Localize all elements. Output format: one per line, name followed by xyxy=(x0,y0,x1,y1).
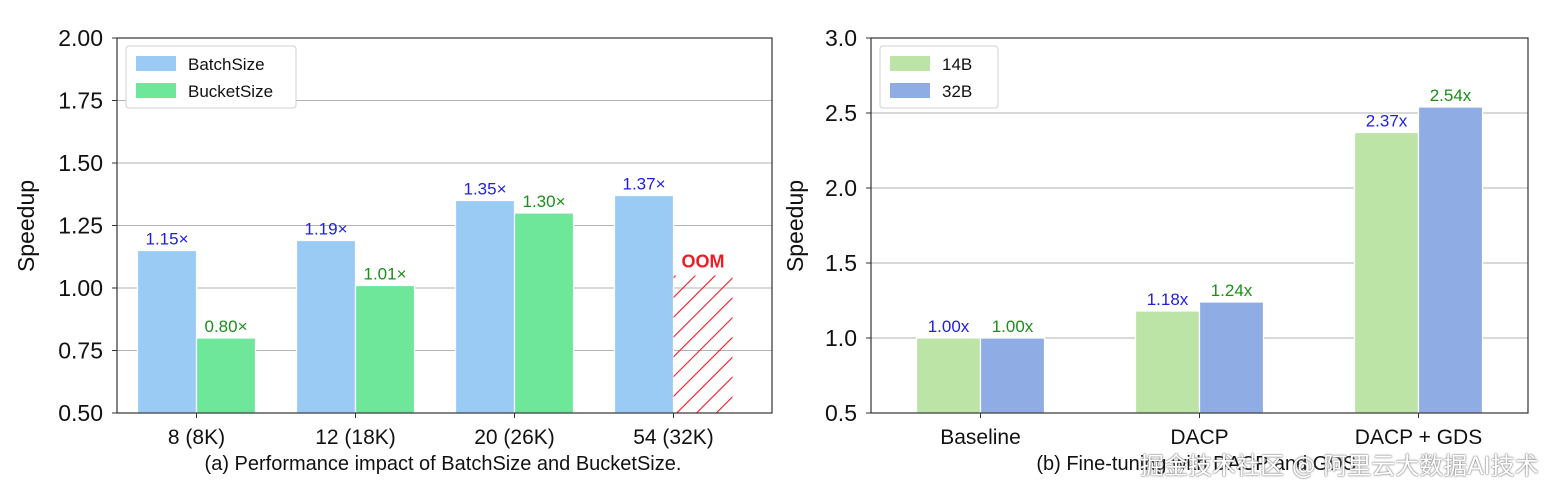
chart-caption: (b) Fine-tuning with DACP and GDS. xyxy=(1036,453,1361,475)
bar xyxy=(136,249,198,414)
y-tick-label: 1.0 xyxy=(825,325,857,351)
legend-label: BatchSize xyxy=(188,55,265,74)
bar-value-label: 1.00x xyxy=(928,317,970,336)
bar xyxy=(1353,131,1420,414)
bar-value-label: 1.24x xyxy=(1211,281,1253,300)
bar xyxy=(513,212,575,414)
bar-value-label: 1.00x xyxy=(992,317,1034,336)
bar-value-label: 2.37x xyxy=(1366,112,1408,131)
y-tick-label: 0.50 xyxy=(58,400,103,426)
x-tick-label: Baseline xyxy=(940,426,1021,449)
legend-swatch xyxy=(136,83,176,98)
y-tick-label: 0.75 xyxy=(58,338,103,364)
oom-hatch-bar xyxy=(673,275,733,413)
x-tick-label: 54 (32K) xyxy=(633,426,714,449)
bar xyxy=(295,239,357,414)
bar xyxy=(454,199,516,414)
y-tick-label: 0.5 xyxy=(825,400,857,426)
bar-value-label: 2.54x xyxy=(1430,86,1472,105)
chart-a: 0.50 0.75 1.00 1.25 1.50 1.75 2.00 Speedup 1.15×… xyxy=(13,25,773,475)
y-axis-label: Speedup xyxy=(13,180,39,272)
bar-value-label: 1.15× xyxy=(145,230,188,249)
bar xyxy=(613,194,675,414)
chart-caption: (a) Performance impact of BatchSize and … xyxy=(205,453,682,475)
y-tick-label: 1.5 xyxy=(825,250,857,276)
bar-value-label: 1.37× xyxy=(622,175,665,194)
plot-frame xyxy=(116,37,773,414)
y-tick-label: 1.50 xyxy=(58,150,103,176)
bar xyxy=(1417,106,1484,414)
legend-swatch xyxy=(136,56,176,71)
y-axis-label: Speedup xyxy=(782,180,808,272)
y-tick-label: 1.00 xyxy=(58,275,103,301)
bar xyxy=(1134,310,1201,414)
bar-value-label: 1.19× xyxy=(304,220,347,239)
y-tick-label: 2.5 xyxy=(825,100,857,126)
legend-swatch xyxy=(890,56,930,71)
legend-label: 14B xyxy=(942,55,972,74)
y-tick-label: 2.0 xyxy=(825,175,857,201)
bar-value-label: 1.01× xyxy=(363,265,406,284)
y-tick-label: 3.0 xyxy=(825,25,857,51)
bar xyxy=(915,337,982,414)
legend-label: 32B xyxy=(942,82,972,101)
y-tick-label: 1.25 xyxy=(58,213,103,239)
x-tick-label: 12 (18K) xyxy=(315,426,396,449)
bar-value-label: 1.18x xyxy=(1147,290,1189,309)
bar-value-label: 1.30× xyxy=(522,192,565,211)
x-tick-label: 20 (26K) xyxy=(474,426,555,449)
x-tick-label: 8 (8K) xyxy=(168,426,225,449)
x-tick-label: DACP + GDS xyxy=(1355,426,1482,449)
chart-b: 0.5 1.0 1.5 2.0 2.5 3.0 Speedup 1.00x 1.00x Basel… xyxy=(782,25,1529,475)
oom-label: OOM xyxy=(682,252,725,272)
x-tick-label: DACP xyxy=(1170,426,1228,449)
bar xyxy=(1198,301,1265,414)
watermark: 掘金技术社区 @ 阿里云大数据AI技术 xyxy=(1140,452,1539,480)
legend-box xyxy=(879,45,999,109)
y-tick-label: 2.00 xyxy=(58,25,103,51)
bar-value-label: 1.35× xyxy=(463,180,506,199)
legend-label: BucketSize xyxy=(188,82,273,101)
legend: BatchSize BucketSize xyxy=(125,45,297,109)
y-tick-label: 1.75 xyxy=(58,88,103,114)
bar-value-label: 0.80× xyxy=(204,317,247,336)
bar xyxy=(354,284,416,414)
plot-frame xyxy=(870,37,1529,414)
bar xyxy=(979,337,1046,414)
legend-swatch xyxy=(890,83,930,98)
bar xyxy=(195,337,257,414)
